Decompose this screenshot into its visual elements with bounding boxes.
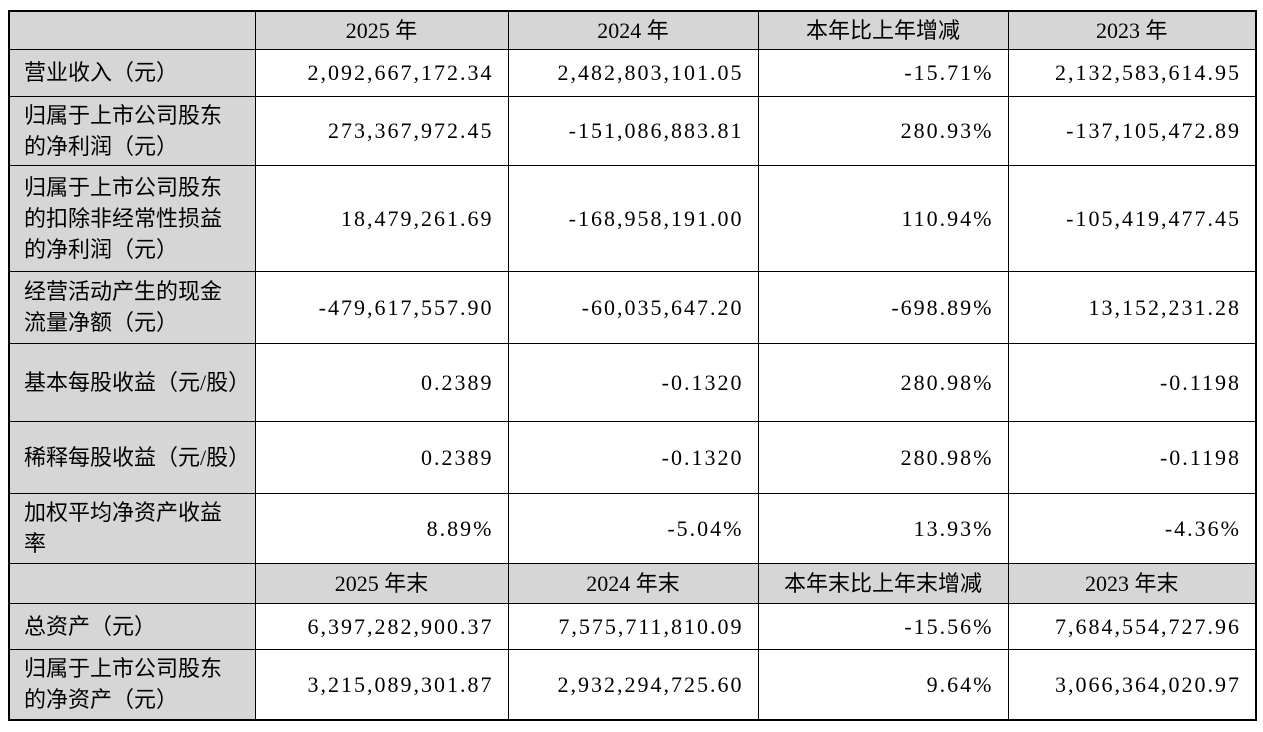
column-header-2023: 2023 年 bbox=[1007, 10, 1257, 50]
value-cell: -698.89% bbox=[757, 270, 1009, 344]
column-header-2023-end: 2023 年末 bbox=[1007, 562, 1257, 604]
table-row-net-profit: 归属于上市公司股东的净利润（元） 273,367,972.45 -151,086… bbox=[8, 95, 1257, 166]
value-cell: 280.98% bbox=[757, 342, 1009, 422]
table-header-row-end-of-period: 2025 年末 2024 年末 本年末比上年末增减 2023 年末 bbox=[8, 562, 1257, 604]
row-label-cell: 归属于上市公司股东的扣除非经常性损益的净利润（元） bbox=[8, 164, 256, 272]
value-cell: 3,066,364,020.97 bbox=[1007, 648, 1257, 721]
corner-cell bbox=[8, 562, 256, 604]
value-cell: 9.64% bbox=[757, 648, 1009, 721]
row-label-cell: 加权平均净资产收益率 bbox=[8, 492, 256, 564]
value-cell: 0.2389 bbox=[254, 342, 509, 422]
value-cell: 13,152,231.28 bbox=[1007, 270, 1257, 344]
column-header-2024-end: 2024 年末 bbox=[507, 562, 759, 604]
value-cell: -0.1320 bbox=[507, 342, 759, 422]
value-cell: -60,035,647.20 bbox=[507, 270, 759, 344]
value-cell: 6,397,282,900.37 bbox=[254, 602, 509, 650]
table-row-operating-cash-flow: 经营活动产生的现金流量净额（元） -479,617,557.90 -60,035… bbox=[8, 270, 1257, 344]
value-cell: 0.2389 bbox=[254, 420, 509, 494]
value-cell: 2,482,803,101.05 bbox=[507, 48, 759, 97]
value-cell: 18,479,261.69 bbox=[254, 164, 509, 272]
value-cell: -15.56% bbox=[757, 602, 1009, 650]
value-cell: -0.1198 bbox=[1007, 342, 1257, 422]
value-cell: 280.98% bbox=[757, 420, 1009, 494]
table-row-net-assets: 归属于上市公司股东的净资产（元） 3,215,089,301.87 2,932,… bbox=[8, 648, 1257, 721]
table-row-operating-revenue: 营业收入（元） 2,092,667,172.34 2,482,803,101.0… bbox=[8, 48, 1257, 97]
column-header-2024: 2024 年 bbox=[507, 10, 759, 50]
value-cell: 7,684,554,727.96 bbox=[1007, 602, 1257, 650]
value-cell: -479,617,557.90 bbox=[254, 270, 509, 344]
value-cell: 2,092,667,172.34 bbox=[254, 48, 509, 97]
row-label-cell: 归属于上市公司股东的净资产（元） bbox=[8, 648, 256, 721]
value-cell: -0.1320 bbox=[507, 420, 759, 494]
value-cell: 13.93% bbox=[757, 492, 1009, 564]
value-cell: -151,086,883.81 bbox=[507, 95, 759, 166]
row-label-cell: 归属于上市公司股东的净利润（元） bbox=[8, 95, 256, 166]
value-cell: -4.36% bbox=[1007, 492, 1257, 564]
corner-cell bbox=[8, 10, 256, 50]
column-header-2025: 2025 年 bbox=[254, 10, 509, 50]
table-row-total-assets: 总资产（元） 6,397,282,900.37 7,575,711,810.09… bbox=[8, 602, 1257, 650]
table-row-weighted-average-roe: 加权平均净资产收益率 8.89% -5.04% 13.93% -4.36% bbox=[8, 492, 1257, 564]
value-cell: 110.94% bbox=[757, 164, 1009, 272]
value-cell: 2,932,294,725.60 bbox=[507, 648, 759, 721]
row-label-cell: 稀释每股收益（元/股） bbox=[8, 420, 256, 494]
value-cell: -15.71% bbox=[757, 48, 1009, 97]
value-cell: 280.93% bbox=[757, 95, 1009, 166]
value-cell: 7,575,711,810.09 bbox=[507, 602, 759, 650]
table-header-row-annual: 2025 年 2024 年 本年比上年增减 2023 年 bbox=[8, 10, 1257, 50]
value-cell: -5.04% bbox=[507, 492, 759, 564]
value-cell: -0.1198 bbox=[1007, 420, 1257, 494]
column-header-yoy-change: 本年比上年增减 bbox=[757, 10, 1009, 50]
column-header-end-change: 本年末比上年末增减 bbox=[757, 562, 1009, 604]
table-row-basic-eps: 基本每股收益（元/股） 0.2389 -0.1320 280.98% -0.11… bbox=[8, 342, 1257, 422]
value-cell: 2,132,583,614.95 bbox=[1007, 48, 1257, 97]
value-cell: -105,419,477.45 bbox=[1007, 164, 1257, 272]
value-cell: 273,367,972.45 bbox=[254, 95, 509, 166]
key-accounting-data-table: 2025 年 2024 年 本年比上年增减 2023 年 营业收入（元） 2,0… bbox=[8, 10, 1257, 721]
table-row-net-profit-ex-nonrecurring: 归属于上市公司股东的扣除非经常性损益的净利润（元） 18,479,261.69 … bbox=[8, 164, 1257, 272]
value-cell: -168,958,191.00 bbox=[507, 164, 759, 272]
table-row-diluted-eps: 稀释每股收益（元/股） 0.2389 -0.1320 280.98% -0.11… bbox=[8, 420, 1257, 494]
row-label-cell: 总资产（元） bbox=[8, 602, 256, 650]
column-header-2025-end: 2025 年末 bbox=[254, 562, 509, 604]
value-cell: 3,215,089,301.87 bbox=[254, 648, 509, 721]
row-label-cell: 基本每股收益（元/股） bbox=[8, 342, 256, 422]
row-label-cell: 经营活动产生的现金流量净额（元） bbox=[8, 270, 256, 344]
value-cell: -137,105,472.89 bbox=[1007, 95, 1257, 166]
value-cell: 8.89% bbox=[254, 492, 509, 564]
row-label-cell: 营业收入（元） bbox=[8, 48, 256, 97]
